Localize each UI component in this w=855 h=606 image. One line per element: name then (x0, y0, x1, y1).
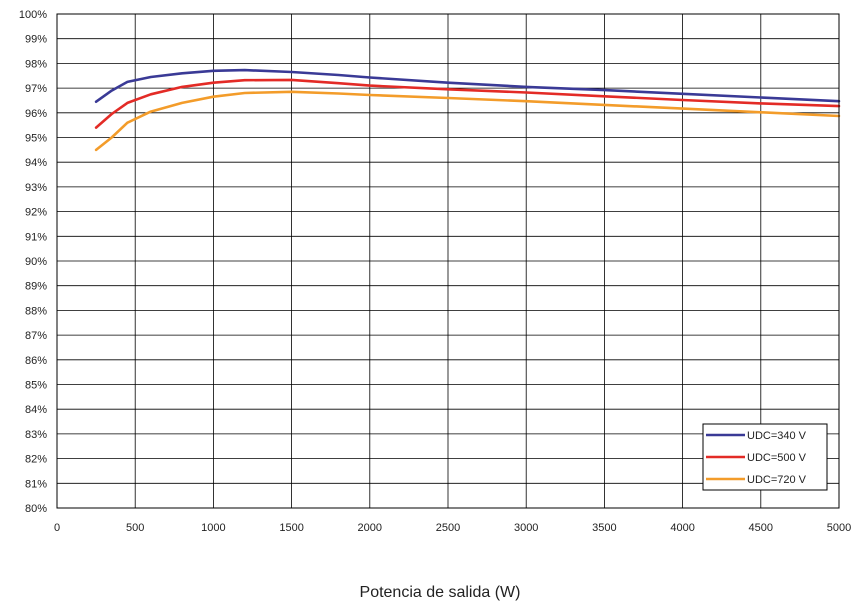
x-tick-label: 500 (126, 522, 144, 534)
y-tick-label: 96% (25, 108, 47, 120)
series-line (94, 78, 841, 129)
x-tick-label: 2500 (436, 522, 460, 534)
y-tick-label: 92% (25, 207, 47, 219)
x-axis-ticks: 0 500 1000 1500 2000 2500 3000 3500 4000 4500 5000 (54, 522, 851, 534)
legend-label: UDC=340 V (747, 430, 807, 442)
y-tick-label: 88% (25, 305, 47, 317)
y-tick-label: 83% (25, 429, 47, 441)
y-tick-label: 87% (25, 330, 47, 342)
legend: UDC=340 V UDC=500 V UDC=720 V (702, 423, 828, 491)
x-axis-title: Potencia de salida (W) (360, 584, 521, 601)
x-tick-label: 1500 (279, 522, 303, 534)
series-line (94, 90, 841, 152)
y-tick-label: 80% (25, 503, 47, 515)
x-tick-label: 4000 (670, 522, 694, 534)
y-tick-label: 93% (25, 182, 47, 194)
y-tick-label: 90% (25, 256, 47, 268)
y-tick-label: 81% (25, 478, 47, 490)
series-line (94, 68, 841, 103)
y-axis-ticks: 80% 81% 82% 83% 84% 85% 86% 87% 88% 89% 90% 91% 92% 9… (19, 9, 47, 515)
legend-label: UDC=720 V (747, 474, 807, 486)
y-tick-label: 86% (25, 355, 47, 367)
x-tick-label: 4500 (749, 522, 773, 534)
y-tick-label: 95% (25, 133, 47, 145)
x-tick-label: 3000 (514, 522, 538, 534)
plot-frame (56, 13, 840, 509)
y-tick-label: 91% (25, 231, 47, 243)
y-tick-label: 89% (25, 281, 47, 293)
x-tick-label: 5000 (827, 522, 851, 534)
y-tick-label: 97% (25, 83, 47, 95)
y-tick-label: 94% (25, 157, 47, 169)
y-tick-label: 99% (25, 34, 47, 46)
x-tick-label: 2000 (358, 522, 382, 534)
y-tick-label: 98% (25, 58, 47, 70)
x-tick-label: 3500 (592, 522, 616, 534)
y-tick-label: 82% (25, 454, 47, 466)
y-tick-label: 85% (25, 380, 47, 392)
x-tick-label: 0 (54, 522, 60, 534)
y-tick-label: 100% (19, 9, 47, 21)
y-tick-label: 84% (25, 404, 47, 416)
x-tick-label: 1000 (201, 522, 225, 534)
series-lines (94, 68, 841, 152)
legend-label: UDC=500 V (747, 452, 807, 464)
